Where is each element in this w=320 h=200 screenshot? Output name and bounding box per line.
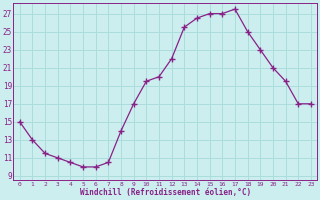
X-axis label: Windchill (Refroidissement éolien,°C): Windchill (Refroidissement éolien,°C) [80, 188, 251, 197]
